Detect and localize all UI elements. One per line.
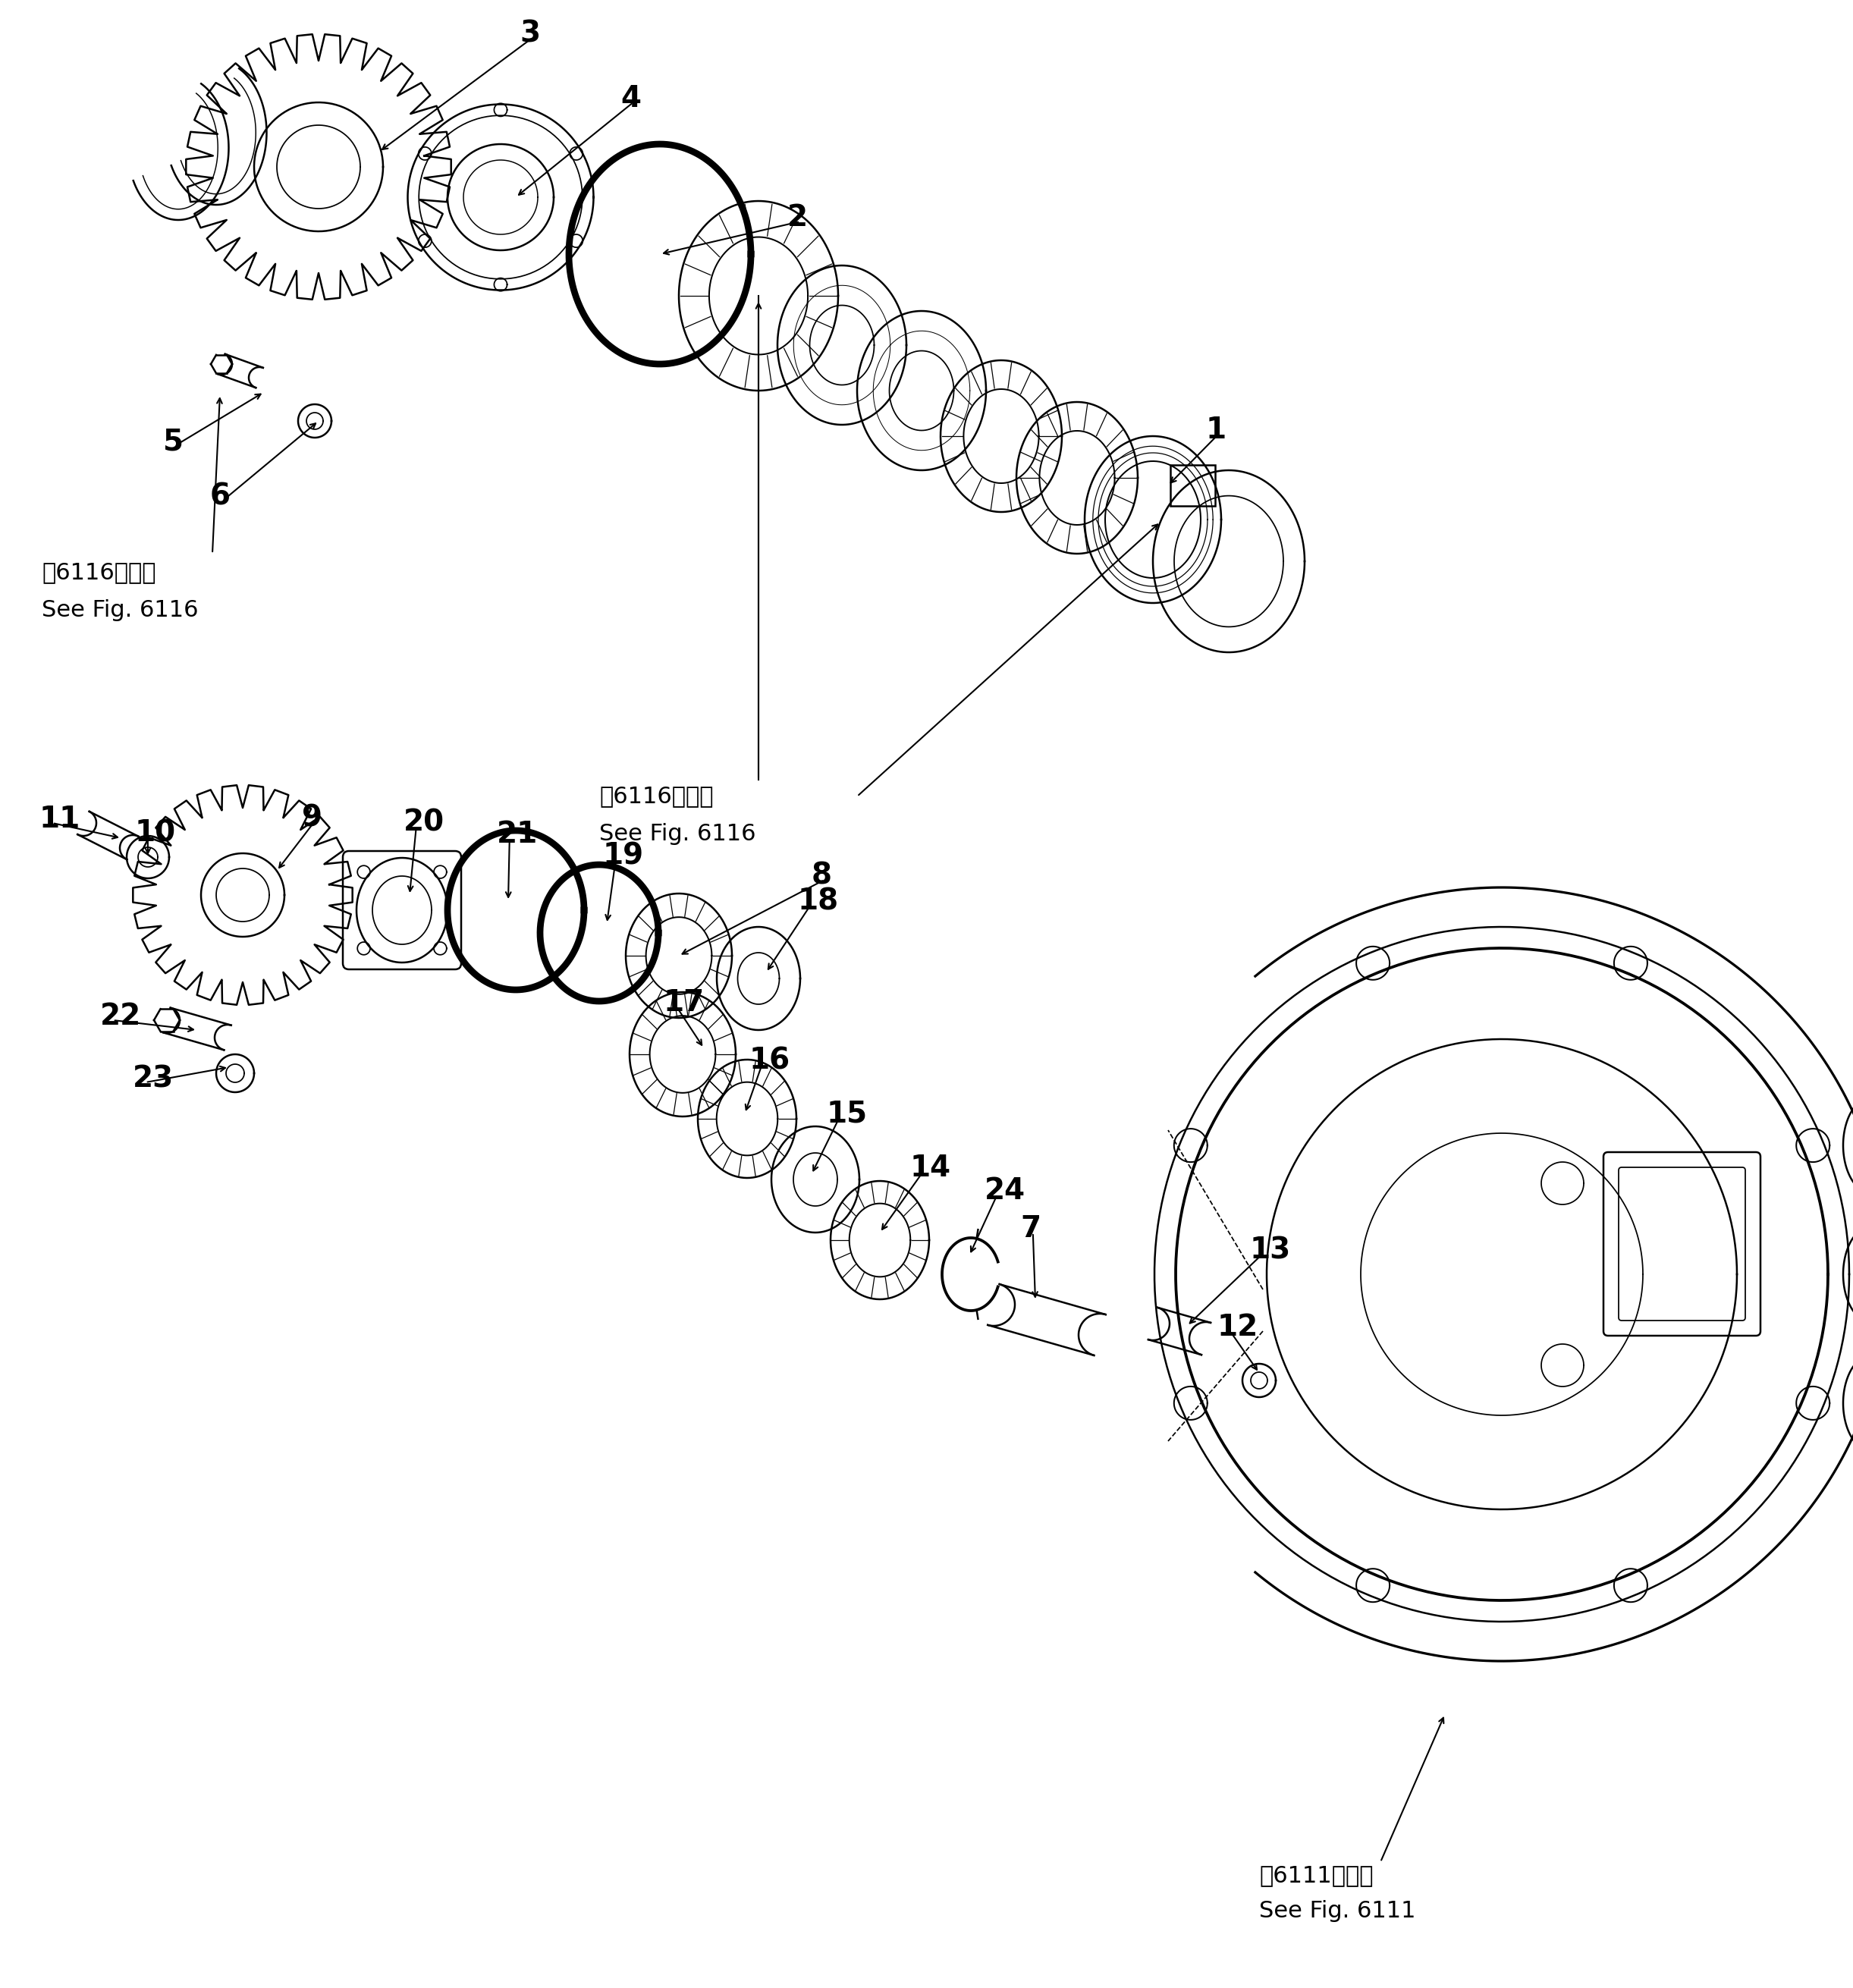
Text: See Fig. 6116: See Fig. 6116: [599, 823, 756, 845]
Text: 9: 9: [302, 803, 322, 833]
Text: 第6116図参照: 第6116図参照: [599, 785, 713, 807]
Text: 12: 12: [1217, 1312, 1258, 1342]
Text: 11: 11: [39, 805, 80, 833]
Text: 10: 10: [135, 819, 176, 847]
Text: 8: 8: [812, 861, 832, 891]
Text: 6: 6: [209, 483, 230, 511]
Text: 19: 19: [602, 841, 645, 871]
Text: 18: 18: [799, 887, 839, 916]
Text: 第6116図参照: 第6116図参照: [43, 561, 156, 582]
Text: 22: 22: [100, 1002, 141, 1032]
Text: 1: 1: [1206, 415, 1227, 445]
Text: 14: 14: [910, 1153, 951, 1183]
Text: 3: 3: [519, 20, 539, 48]
Text: 7: 7: [1021, 1215, 1041, 1242]
Text: 15: 15: [826, 1099, 867, 1127]
Text: See Fig. 6116: See Fig. 6116: [43, 598, 198, 620]
Text: 17: 17: [663, 988, 704, 1018]
Text: 16: 16: [749, 1046, 791, 1076]
Text: 20: 20: [404, 809, 445, 837]
Text: 4: 4: [621, 83, 641, 113]
Text: See Fig. 6111: See Fig. 6111: [1258, 1901, 1416, 1922]
Text: 13: 13: [1251, 1237, 1292, 1264]
Text: 2: 2: [788, 203, 808, 233]
Text: 24: 24: [984, 1177, 1025, 1205]
Text: 23: 23: [133, 1064, 174, 1093]
Text: 第6111図参照: 第6111図参照: [1258, 1865, 1373, 1887]
Text: 5: 5: [163, 427, 183, 455]
Text: 21: 21: [497, 819, 537, 849]
